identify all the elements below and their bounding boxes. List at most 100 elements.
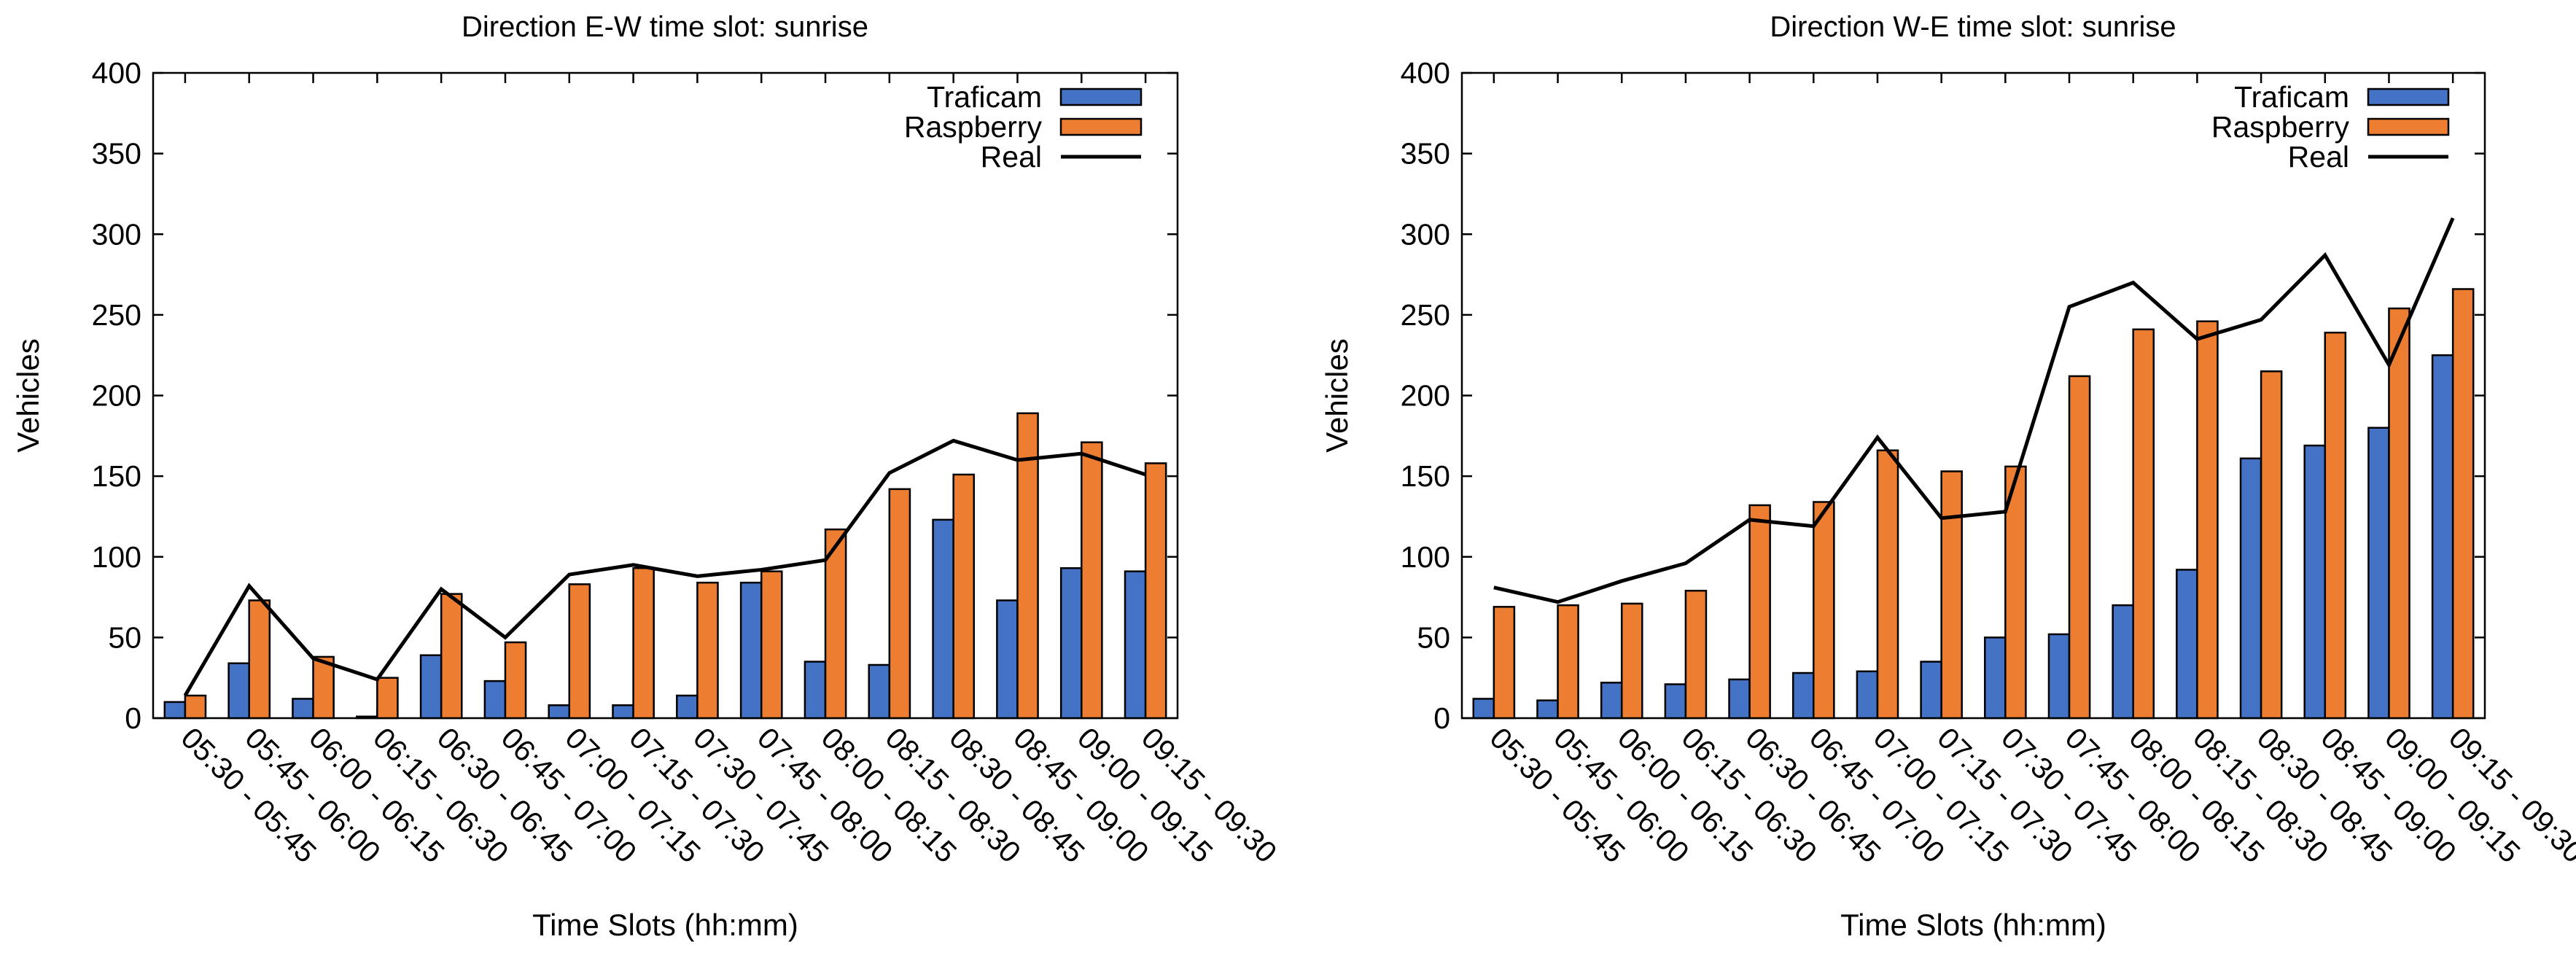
bar-raspberry-5: [1813, 501, 1835, 720]
bar-raspberry-8: [2004, 465, 2027, 720]
bar-raspberry-15: [1144, 462, 1167, 720]
bar-traficam-4: [419, 654, 443, 720]
y-tick-label: 350: [92, 137, 141, 171]
chart-panel-we: Direction W-E time slot: sunrise 0 50 100 15…: [1320, 11, 2576, 942]
bar-traficam-14: [1059, 566, 1083, 720]
y-tick-label: 200: [1401, 379, 1450, 413]
bar-traficam-0: [163, 701, 187, 720]
bar-raspberry-11: [2196, 320, 2219, 720]
bar-raspberry-14: [1081, 441, 1103, 720]
bar-traficam-6: [1856, 670, 1879, 720]
bar-traficam-11: [2176, 569, 2198, 720]
bar-traficam-1: [227, 662, 250, 720]
bar-raspberry-1: [248, 599, 271, 720]
bar-raspberry-12: [2260, 370, 2283, 720]
bar-raspberry-13: [1016, 412, 1039, 720]
bar-raspberry-7: [632, 566, 655, 720]
y-axis-label: Vehicles: [11, 338, 45, 452]
y-tick-label: 250: [92, 298, 141, 332]
y-tick-label: 100: [92, 540, 141, 574]
bar-traficam-12: [932, 518, 954, 720]
bar-raspberry-3: [1684, 589, 1708, 720]
legend-swatch-raspberry: [2367, 117, 2450, 136]
bar-raspberry-8: [696, 581, 719, 720]
y-tick-label: 200: [92, 379, 141, 413]
bar-traficam-12: [2239, 457, 2262, 720]
bar-traficam-2: [292, 698, 314, 720]
bar-traficam-7: [612, 704, 634, 720]
bar-raspberry-12: [952, 473, 976, 720]
bar-raspberry-9: [760, 570, 783, 720]
bar-traficam-10: [2112, 604, 2134, 720]
y-tick-label: 300: [1401, 217, 1450, 251]
legend-label-real: Real: [981, 140, 1042, 174]
chart-title: Direction E-W time slot: sunrise: [462, 11, 868, 43]
y-tick-label: 250: [1401, 298, 1450, 332]
bar-traficam-13: [2303, 444, 2327, 720]
bar-raspberry-6: [568, 583, 591, 720]
bar-raspberry-11: [888, 488, 911, 720]
bar-raspberry-2: [1620, 602, 1643, 720]
legend-label-raspberry: Raspberry: [904, 110, 1043, 144]
bar-traficam-11: [868, 663, 891, 720]
y-tick-label: 150: [92, 459, 141, 493]
bar-raspberry-0: [1493, 606, 1516, 720]
legend-label-traficam: Traficam: [2234, 80, 2349, 114]
y-tick-label: 400: [1401, 56, 1450, 90]
bar-traficam-8: [1984, 636, 2007, 720]
bar-traficam-2: [1600, 682, 1623, 720]
legend-label-traficam: Traficam: [927, 80, 1042, 114]
bar-traficam-9: [739, 581, 763, 720]
bar-raspberry-2: [312, 655, 335, 720]
bar-traficam-13: [996, 599, 1019, 720]
bar-traficam-1: [1536, 699, 1559, 720]
line-series-real: [1493, 217, 2455, 604]
bar-traficam-5: [1791, 671, 1815, 720]
bar-traficam-6: [548, 704, 571, 720]
x-axis-label: Time Slots (hh:mm): [532, 908, 798, 942]
bar-traficam-4: [1728, 678, 1751, 720]
bar-traficam-0: [1472, 698, 1495, 720]
bar-traficam-15: [2431, 354, 2454, 720]
legend-swatch-traficam: [2367, 87, 2450, 106]
y-tick-label: 150: [1401, 459, 1450, 493]
bar-traficam-3: [355, 715, 378, 720]
legend-label-real: Real: [2288, 140, 2349, 174]
legend-label-raspberry: Raspberry: [2211, 110, 2350, 144]
y-tick-label: 350: [1401, 137, 1450, 171]
bar-traficam-3: [1664, 683, 1687, 720]
bar-raspberry-15: [2451, 288, 2475, 720]
chart-title: Direction W-E time slot: sunrise: [1770, 11, 2176, 43]
bar-raspberry-3: [376, 677, 399, 720]
bar-traficam-5: [483, 679, 507, 720]
bar-raspberry-7: [1940, 470, 1963, 720]
bar-raspberry-13: [2324, 331, 2347, 720]
y-tick-label: 0: [1433, 701, 1450, 735]
bar-raspberry-4: [1748, 504, 1771, 720]
bar-raspberry-10: [824, 528, 847, 720]
y-tick-label: 400: [92, 56, 141, 90]
y-tick-label: 100: [1401, 540, 1450, 574]
y-tick-label: 50: [108, 620, 141, 654]
chart-panel-ew: Direction E-W time slot: sunrise 0 50 100 15…: [11, 11, 1283, 942]
bar-raspberry-5: [504, 641, 527, 720]
legend-swatch-raspberry: [1059, 117, 1143, 136]
bar-traficam-7: [1920, 661, 1942, 720]
y-tick-label: 0: [125, 701, 141, 735]
bar-traficam-8: [676, 694, 699, 720]
y-axis-label: Vehicles: [1320, 338, 1354, 452]
x-axis-label: Time Slots (hh:mm): [1840, 908, 2106, 942]
y-tick-label: 50: [1417, 620, 1450, 654]
bar-raspberry-9: [2068, 375, 2091, 720]
bar-raspberry-6: [1876, 449, 1899, 720]
line-series-real: [183, 438, 1146, 697]
bar-raspberry-14: [2388, 307, 2410, 720]
bar-traficam-14: [2367, 427, 2390, 720]
bar-traficam-10: [803, 661, 827, 720]
bar-raspberry-4: [440, 593, 463, 720]
bar-raspberry-0: [184, 694, 207, 720]
legend-swatch-traficam: [1059, 87, 1143, 106]
bar-traficam-9: [2047, 633, 2071, 720]
bar-traficam-15: [1124, 570, 1147, 720]
